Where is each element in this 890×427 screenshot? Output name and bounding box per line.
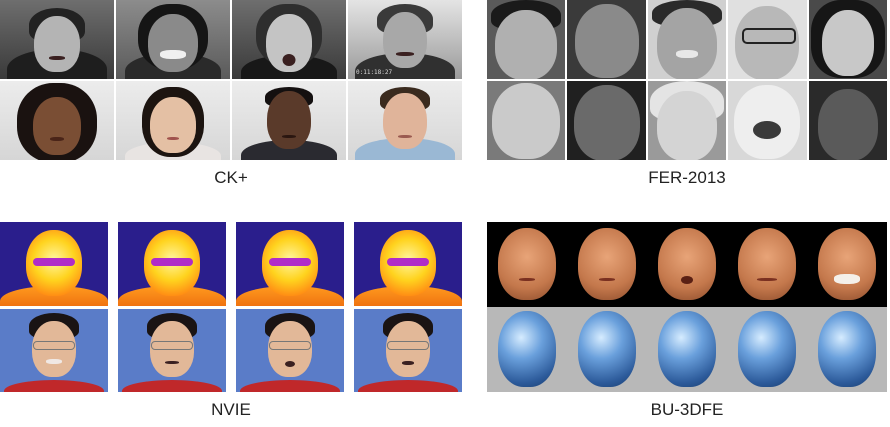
fer-2013-face-image — [808, 0, 887, 79]
fer-2013-face-image — [487, 81, 566, 160]
fer-2013-caption: FER-2013 — [648, 168, 726, 187]
ck-plus-face-image — [116, 81, 230, 160]
fer-2013-face-image — [808, 81, 887, 160]
ck-plus-face-image: 0:11:18:27 — [348, 0, 462, 79]
nvie-thermal-image — [118, 222, 226, 306]
bu-3dfe-textured-face — [727, 222, 807, 307]
nvie-thermal-image — [0, 222, 108, 306]
ck-plus-face-image — [232, 0, 346, 79]
bu-3dfe-mesh-face — [487, 307, 567, 392]
bu-3dfe-mesh-face — [647, 307, 727, 392]
bu-3dfe-textured-face — [807, 222, 887, 307]
bu-3dfe-mesh-face — [727, 307, 807, 392]
fer-2013-face-image — [728, 81, 807, 160]
fer-2013-face-image — [647, 0, 727, 79]
ck-plus-caption: CK+ — [214, 168, 248, 187]
nvie-visible-image — [118, 308, 226, 392]
fer-2013-face-image — [487, 0, 566, 79]
bu-3dfe-textured-face — [487, 222, 567, 307]
nvie-caption: NVIE — [211, 400, 251, 419]
nvie-thermal-image — [354, 222, 462, 306]
bu-3dfe-mesh-face — [807, 307, 887, 392]
ck-plus-face-image — [0, 0, 114, 79]
fer-2013-face-image — [647, 81, 727, 160]
bu-3dfe-textured-face — [647, 222, 727, 307]
fer-2013-face-image — [567, 81, 646, 160]
ck-plus-face-image — [232, 81, 346, 160]
ck-plus-image-grid: 0:11:18:27 — [0, 0, 462, 160]
nvie-panel: NVIE — [0, 222, 462, 419]
ck-plus-face-image — [348, 81, 462, 160]
nvie-visible-image — [0, 308, 108, 392]
bu-3dfe-mesh-face — [567, 307, 647, 392]
bu-3dfe-panel: BU-3DFE — [487, 222, 887, 419]
ck-plus-face-image — [116, 0, 230, 79]
fer-2013-face-image — [728, 0, 807, 79]
fer-2013-face-image — [567, 0, 646, 79]
nvie-image-grid — [0, 222, 462, 392]
ck-plus-face-image — [0, 81, 114, 160]
ck-plus-panel: 0:11:18:27 CK+ — [0, 0, 462, 187]
bu-3dfe-caption: BU-3DFE — [650, 400, 724, 419]
nvie-thermal-image — [236, 222, 344, 306]
bu-3dfe-image-grid — [487, 222, 887, 392]
ck-plus-timestamp: 0:11:18:27 — [356, 69, 393, 76]
nvie-visible-image — [354, 308, 462, 392]
nvie-visible-image — [236, 308, 344, 392]
bu-3dfe-textured-face — [567, 222, 647, 307]
fer-2013-image-grid — [487, 0, 887, 160]
fer-2013-panel: FER-2013 — [487, 0, 887, 187]
